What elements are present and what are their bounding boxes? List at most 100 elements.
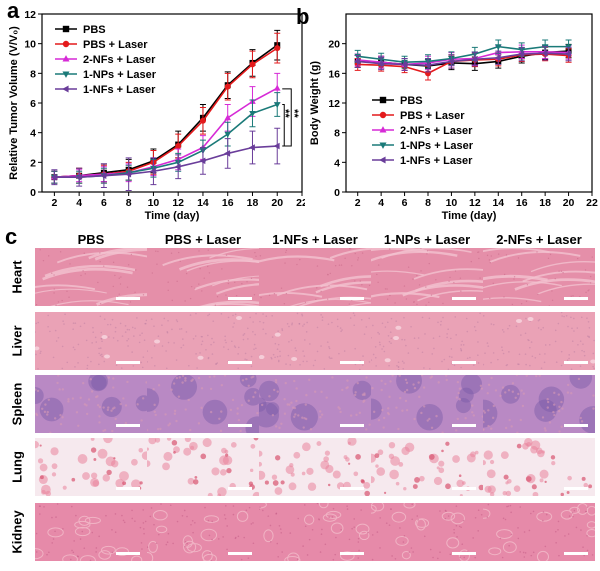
x-tick-label: 18	[247, 197, 259, 209]
tissue-section	[483, 438, 595, 496]
tissue-texture	[483, 438, 593, 496]
data-point	[224, 150, 231, 157]
histology-column-header: 1-NFs + Laser	[272, 232, 358, 247]
histology-image-heart	[483, 248, 595, 306]
scale-bar	[116, 361, 140, 364]
plot-frame	[41, 13, 303, 193]
tissue-texture	[259, 248, 371, 306]
scale-bar	[228, 487, 252, 490]
histology-image-kidney	[483, 503, 595, 561]
scale-bar	[228, 552, 252, 555]
legend-label: 1-NPs + Laser	[400, 140, 474, 152]
legend-label: 1-NFs + Laser	[400, 155, 473, 167]
series-line	[54, 145, 278, 178]
y-tick-label: 0	[30, 187, 36, 199]
tissue-background	[35, 375, 147, 433]
histology-row-label: Liver	[9, 325, 25, 357]
x-tick-label: 6	[101, 197, 107, 209]
data-point	[199, 117, 206, 124]
legend-marker	[62, 71, 70, 78]
tissue-section	[147, 438, 259, 496]
histology-image-kidney	[259, 503, 371, 561]
data-point	[75, 173, 82, 181]
panel-label-c: c	[5, 224, 18, 249]
tissue-texture	[35, 313, 147, 370]
scale-bar	[452, 361, 476, 364]
data-point	[199, 157, 206, 165]
y-tick-label: 10	[24, 39, 36, 51]
scale-bar	[228, 297, 252, 300]
panel-label-b: b	[296, 4, 310, 29]
tissue-texture	[35, 248, 147, 306]
tissue-section	[259, 375, 371, 433]
data-point	[248, 144, 255, 151]
scale-bar	[228, 361, 252, 364]
legend-marker	[379, 142, 387, 149]
x-tick-label: 10	[148, 197, 160, 209]
significance-mark: **	[279, 109, 291, 118]
histology-row-header: Spleen	[4, 375, 30, 433]
data-point	[354, 58, 361, 65]
histology-column-header: PBS + Laser	[164, 232, 242, 247]
tissue-texture	[147, 438, 259, 496]
histology-image-lung	[35, 438, 147, 496]
tissue-texture	[259, 503, 370, 561]
legend-marker	[62, 40, 70, 48]
data-point	[224, 114, 232, 121]
legend-label: 2-NFs + Laser	[400, 125, 473, 137]
histology-image-liver	[483, 312, 595, 370]
legend-marker	[62, 25, 70, 33]
tissue-texture	[371, 503, 483, 561]
data-point	[494, 54, 501, 62]
tissue-background	[35, 312, 147, 370]
scale-bar	[116, 487, 140, 490]
histology-image-heart	[35, 248, 147, 306]
tissue-texture	[371, 248, 483, 306]
data-point	[249, 61, 256, 68]
histology-row-label: Heart	[9, 260, 25, 294]
data-point	[471, 55, 478, 63]
scale-bar	[340, 424, 364, 427]
histology-image-spleen	[259, 375, 371, 433]
data-point	[494, 44, 502, 51]
legend-label: 1-NFs + Laser	[83, 84, 156, 96]
x-tick-label: 22	[586, 197, 598, 209]
tissue-section	[371, 503, 483, 561]
legend-marker	[379, 96, 387, 104]
scale-bar	[340, 552, 364, 555]
x-tick-label: 2	[51, 197, 57, 209]
tissue-texture	[35, 438, 147, 496]
tissue-section	[371, 375, 483, 433]
x-tick-label: 14	[197, 197, 209, 209]
tissue-section	[371, 248, 483, 306]
histology-column-header: 2-NFs + Laser	[496, 232, 582, 247]
tissue-background	[259, 375, 371, 433]
legend: PBS PBS + Laser 2-NFs + Laser 1-NPs + Laser…	[55, 24, 157, 96]
x-tick-label: 14	[492, 197, 504, 209]
tissue-texture	[483, 503, 595, 561]
panel-label-a: a	[7, 0, 20, 23]
scale-bar	[228, 424, 252, 427]
tissue-texture	[259, 312, 371, 370]
data-point	[273, 102, 281, 109]
histology-row-header: Lung	[4, 438, 30, 496]
data-point	[541, 50, 548, 57]
tissue-section	[35, 248, 147, 306]
legend-label: PBS	[400, 95, 423, 107]
x-tick-label: 20	[563, 197, 575, 209]
histology-image-heart	[259, 248, 371, 306]
data-point	[50, 173, 57, 181]
histology-row-label: Spleen	[9, 382, 25, 426]
series-1-nfs-laser	[354, 46, 572, 73]
x-tick-label: 18	[539, 197, 551, 209]
y-tick-label: 4	[30, 128, 36, 140]
tissue-section	[483, 312, 595, 370]
histology-image-liver	[35, 312, 147, 370]
tissue-section	[259, 503, 371, 561]
tissue-section	[147, 503, 259, 561]
series-1-nfs-laser	[50, 127, 281, 192]
tissue-texture	[147, 375, 259, 433]
data-point	[174, 163, 181, 171]
histology-row-header: Kidney	[4, 503, 30, 561]
series-line	[357, 52, 569, 66]
